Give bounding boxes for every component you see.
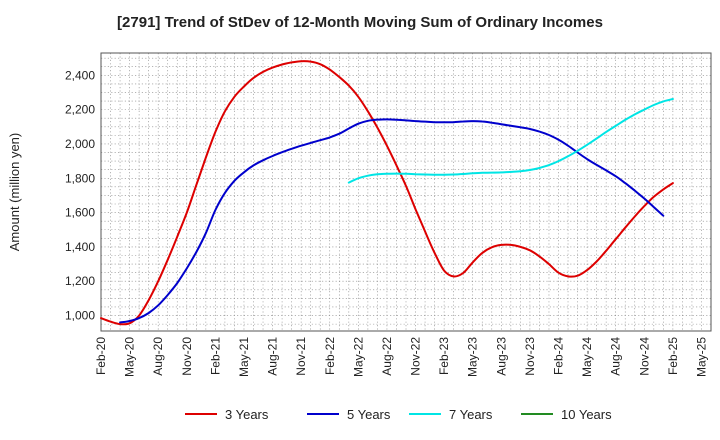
x-tick-label: Feb-20 [94,337,108,375]
legend-label: 3 Years [225,407,269,422]
x-tick-label: Nov-20 [180,337,194,376]
x-tick-label: Feb-22 [323,337,337,375]
y-tick-label: 1,600 [65,206,95,220]
y-tick-label: 2,400 [65,68,95,82]
x-tick-label: May-22 [351,337,365,377]
x-tick-label: Aug-23 [494,337,508,376]
x-tick-label: May-24 [580,337,594,377]
x-tick-label: Nov-24 [637,337,651,376]
legend-label: 5 Years [347,407,391,422]
legend: 3 Years 5 Years 7 Years 10 Years [185,407,612,422]
x-tick-label: May-25 [694,337,708,377]
series-line-3-years [100,60,674,326]
y-tick-label: 2,000 [65,137,95,151]
legend-label: 10 Years [561,407,612,422]
y-tick-labels: 1,000 1,200 1,400 1,600 1,800 2,000 2,200 2,400 [65,68,95,322]
x-tick-label: Nov-21 [294,337,308,376]
legend-label: 7 Years [449,407,493,422]
grid-layer [100,53,711,331]
x-tick-label: Aug-22 [380,337,394,376]
y-tick-label: 1,000 [65,309,95,323]
chart-title: [2791] Trend of StDev of 12-Month Moving… [117,14,603,31]
legend-item: 3 Years [185,407,269,422]
x-tick-label: May-21 [237,337,251,377]
x-tick-label: Aug-20 [151,337,165,376]
y-tick-label: 1,400 [65,240,95,254]
x-tick-label: Aug-21 [266,337,280,376]
series-line-7-years [347,98,674,184]
y-axis-title: Amount (million yen) [7,133,22,252]
x-tick-label: Feb-25 [666,337,680,375]
legend-item: 5 Years [307,407,391,422]
x-tick-label: Feb-21 [208,337,222,375]
y-tick-label: 2,200 [65,103,95,117]
series-layer [100,60,674,326]
x-tick-label: May-20 [123,337,137,377]
x-tick-label: May-23 [466,337,480,377]
y-tick-label: 1,800 [65,171,95,185]
x-tick-label: Nov-22 [409,337,423,376]
y-tick-label: 1,200 [65,274,95,288]
series-line-5-years [119,118,665,324]
x-tick-labels: Feb-20 May-20 Aug-20 Nov-20 Feb-21 May-21 Aug-… [94,337,708,377]
x-tick-label: Nov-23 [523,337,537,376]
x-tick-label: Feb-24 [552,337,566,375]
x-tick-label: Aug-24 [609,337,623,376]
plot-border [100,52,712,332]
legend-item: 10 Years [521,407,612,422]
legend-item: 7 Years [409,407,493,422]
x-tick-label: Feb-23 [437,337,451,375]
